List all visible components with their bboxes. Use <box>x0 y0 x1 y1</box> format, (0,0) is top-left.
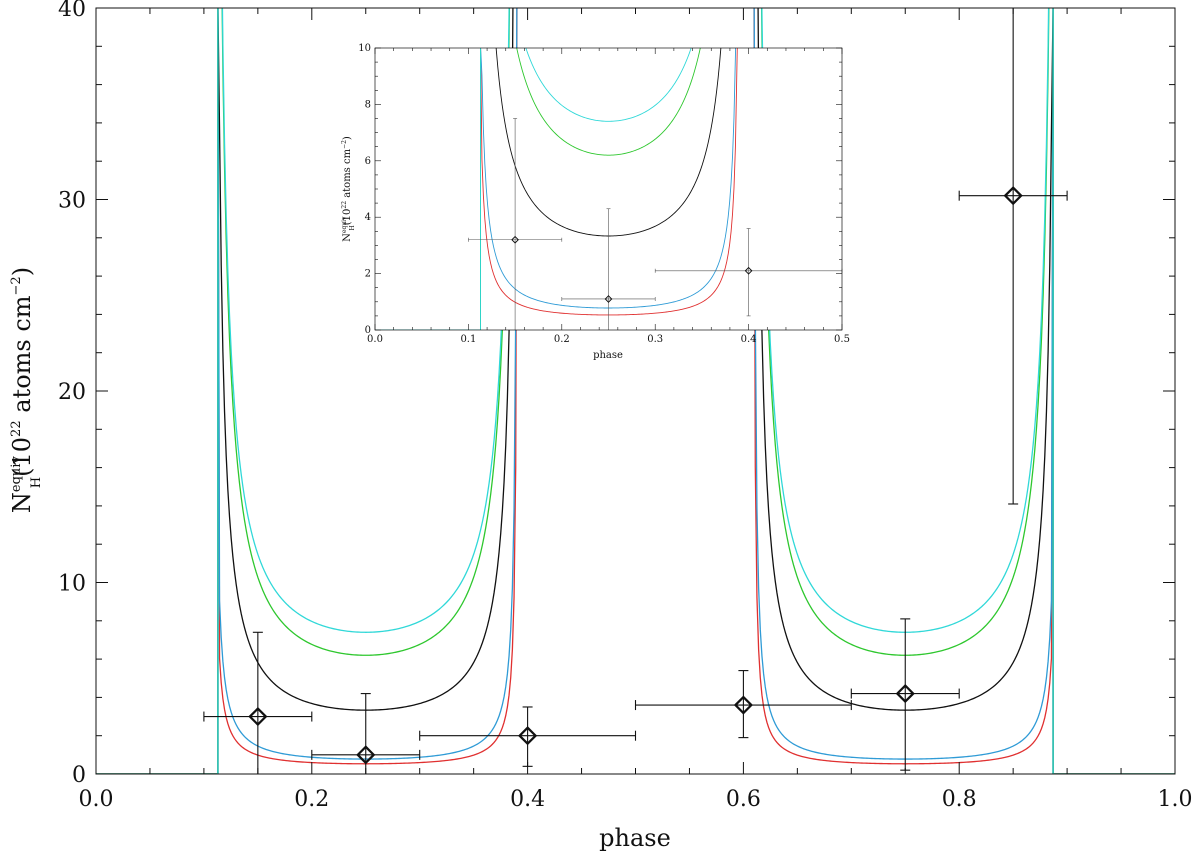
data-point <box>468 118 563 330</box>
main-plot-curves <box>96 8 1175 774</box>
y-tick-label: 6 <box>365 156 371 167</box>
x-tick-label: 0.5 <box>834 334 850 345</box>
y-tick-label: 20 <box>58 380 86 405</box>
x-tick-label: 0.0 <box>79 787 114 812</box>
y-tick-label: 40 <box>58 0 86 22</box>
x-tick-label: 0.1 <box>460 334 476 345</box>
x-tick-label: 0.0 <box>367 334 383 345</box>
data-point <box>203 631 313 774</box>
y-tick-label: 30 <box>58 189 86 214</box>
main-plot-points <box>203 8 1068 774</box>
x-tick-label: 0.2 <box>554 334 570 345</box>
model-curve <box>375 48 722 330</box>
x-tick-label: 0.8 <box>942 787 977 812</box>
y-tick-label: 2 <box>365 269 371 280</box>
model-curve <box>96 8 1175 774</box>
main-y-axis-title: Nequiv H(1022 atoms cm−2) <box>8 267 44 513</box>
inset-plot-curves <box>375 48 738 330</box>
inset-x-axis-title: phase <box>593 350 623 361</box>
y-tick-label: 10 <box>58 572 86 597</box>
model-curve <box>375 48 738 330</box>
y-tick-label: 4 <box>365 212 371 223</box>
main-x-axis-title: phase <box>599 824 671 852</box>
model-curve <box>96 8 1175 774</box>
x-tick-label: 0.3 <box>647 334 663 345</box>
y-tick-label: 10 <box>358 43 371 54</box>
data-point <box>634 670 852 739</box>
model-curve <box>96 8 1175 774</box>
data-point <box>561 208 656 330</box>
inset-plot-points <box>468 118 843 330</box>
model-curve <box>96 8 1175 774</box>
x-tick-label: 0.4 <box>510 787 545 812</box>
inset-y-axis-title: NequivH(1022 atoms cm−2) <box>341 136 356 242</box>
data-point <box>958 8 1068 505</box>
inset-plot-axes: 0.0 0.1 0.2 0.3 0.4 0.5 0 2 4 6 8 10 <box>358 43 850 345</box>
model-curve <box>96 8 1175 774</box>
model-curve <box>375 48 701 330</box>
y-tick-label: 0 <box>365 325 371 336</box>
y-tick-label: 0 <box>72 763 86 788</box>
y-tick-label: 8 <box>365 99 371 110</box>
x-tick-label: 0.6 <box>726 787 761 812</box>
data-point <box>311 693 421 774</box>
data-point <box>419 706 637 767</box>
x-tick-label: 1.0 <box>1158 787 1193 812</box>
x-tick-label: 0.2 <box>294 787 329 812</box>
model-curve <box>375 48 692 330</box>
x-tick-label: 0.4 <box>741 334 757 345</box>
model-curve <box>375 48 737 330</box>
